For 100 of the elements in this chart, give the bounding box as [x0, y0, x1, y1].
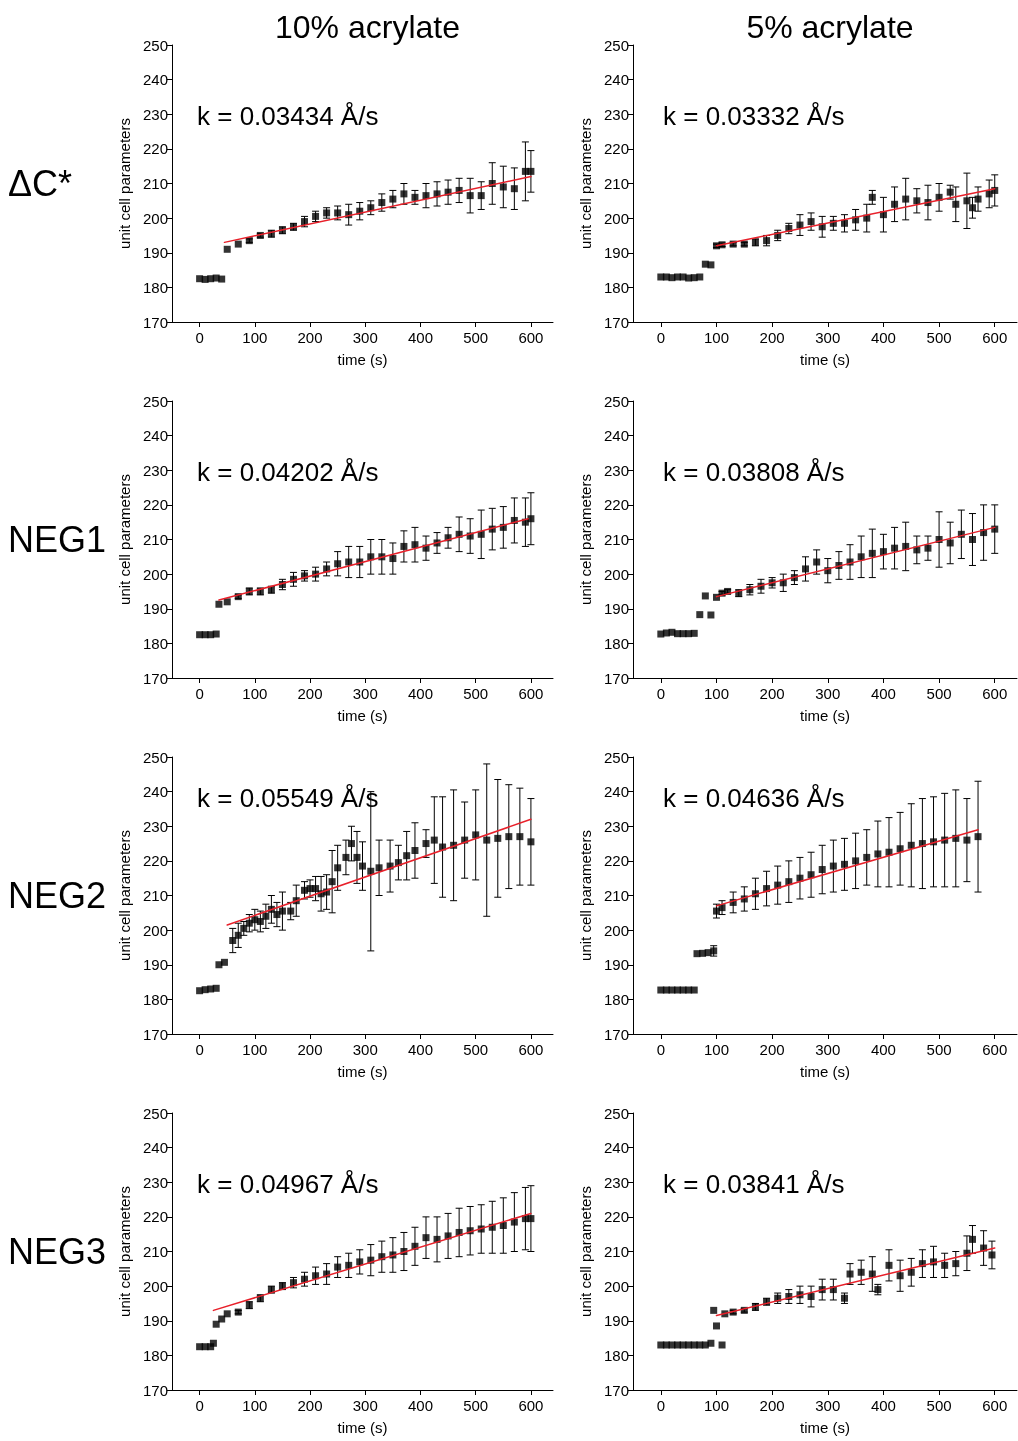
point: [863, 853, 871, 861]
y-tick-label: 190: [603, 1312, 629, 1330]
point: [342, 853, 350, 861]
x-tick-label: 200: [297, 1041, 323, 1058]
x-tick-label: 300: [815, 1041, 841, 1058]
x-tick-label: 500: [463, 329, 489, 346]
y-tick-label: 180: [603, 1346, 629, 1364]
x-tick-label: 200: [759, 329, 785, 346]
point: [378, 199, 386, 207]
point: [403, 852, 411, 860]
x-tick-label: 100: [703, 1397, 729, 1414]
y-tick-label: 230: [142, 105, 168, 123]
point: [477, 192, 485, 200]
point: [229, 937, 237, 945]
x-tick-label: 400: [407, 1397, 433, 1414]
point: [907, 1268, 915, 1276]
point: [389, 195, 397, 203]
y-tick-label: 190: [603, 600, 629, 618]
x-axis-title: time (s): [337, 707, 388, 724]
point: [690, 629, 698, 637]
y-tick-label: 230: [142, 1173, 168, 1191]
x-axis-title: time (s): [337, 1419, 388, 1436]
point: [334, 1263, 342, 1271]
x-tick-label: 500: [463, 1397, 489, 1414]
x-tick-label: 400: [870, 329, 896, 346]
y-tick-label: 180: [603, 278, 629, 296]
point: [988, 1251, 996, 1259]
text: NEG2: [8, 874, 107, 916]
point: [857, 1268, 865, 1276]
point: [234, 931, 242, 939]
y-tick-label: 180: [603, 634, 629, 652]
y-tick-label: 210: [603, 531, 629, 548]
point: [334, 560, 342, 568]
point: [818, 866, 826, 874]
point: [240, 924, 248, 932]
y-tick-label: 210: [142, 1243, 168, 1260]
x-tick-label: 0: [195, 1041, 204, 1058]
y-tick-label: 250: [603, 36, 629, 54]
point: [802, 565, 810, 573]
x-tick-label: 0: [195, 685, 204, 702]
y-tick-label: 200: [603, 565, 629, 583]
annotation: k = 0.03841 Å/s: [663, 1169, 845, 1199]
y-tick-label: 250: [603, 1104, 629, 1122]
x-tick-label: 500: [463, 685, 489, 702]
point: [527, 1215, 535, 1223]
point: [857, 553, 865, 561]
y-tick-label: 200: [142, 565, 168, 583]
point: [505, 833, 513, 841]
point: [879, 548, 887, 556]
y-tick-label: 200: [142, 209, 168, 227]
annotation: k = 0.04967 Å/s: [197, 1169, 379, 1199]
point: [209, 1339, 217, 1347]
point: [466, 192, 474, 200]
y-tick-label: 220: [142, 496, 168, 514]
point: [891, 544, 899, 552]
point: [712, 907, 720, 915]
point: [946, 539, 954, 547]
y-tick-label: 170: [142, 669, 168, 687]
x-tick-label: 100: [242, 1397, 268, 1414]
x-tick-label: 0: [656, 685, 665, 702]
x-tick-label: 100: [242, 685, 268, 702]
x-axis-title: time (s): [800, 1063, 850, 1080]
point: [494, 834, 502, 842]
point: [218, 1315, 226, 1323]
point: [868, 549, 876, 557]
y-tick-label: 170: [142, 313, 168, 331]
x-tick-label: 300: [815, 329, 841, 346]
x-tick-label: 0: [656, 1041, 665, 1058]
y-tick-label: 240: [142, 1139, 168, 1157]
point: [913, 197, 921, 205]
point: [411, 846, 419, 854]
y-tick-label: 200: [603, 1277, 629, 1295]
y-tick-label: 170: [142, 1381, 168, 1399]
x-axis-title: time (s): [800, 707, 850, 724]
x-axis-title: time (s): [800, 351, 850, 368]
y-tick-label: 170: [603, 1025, 629, 1043]
y-tick-label: 190: [142, 244, 168, 262]
y-tick-label: 220: [142, 1208, 168, 1226]
point: [707, 1339, 715, 1347]
chart-title: 5% acrylate: [746, 9, 914, 45]
y-tick-label: 240: [142, 71, 168, 89]
y-tick-label: 230: [603, 1173, 629, 1191]
y-tick-label: 170: [603, 669, 629, 687]
y-tick-label: 170: [142, 1025, 168, 1043]
y-axis-title: unit cell parameters: [116, 474, 134, 605]
point: [527, 167, 535, 175]
point: [483, 836, 491, 844]
x-tick-label: 600: [982, 1397, 1008, 1414]
x-tick-label: 300: [352, 1397, 378, 1414]
y-tick-label: 240: [142, 427, 168, 445]
y-tick-label: 190: [142, 1312, 168, 1330]
y-tick-label: 210: [142, 531, 168, 548]
point: [690, 986, 698, 994]
annotation: k = 0.03332 Å/s: [663, 101, 845, 131]
point: [696, 611, 704, 619]
point: [400, 190, 408, 198]
point: [963, 836, 971, 844]
x-tick-label: 600: [518, 1397, 544, 1414]
point: [411, 541, 419, 549]
point: [974, 833, 982, 841]
